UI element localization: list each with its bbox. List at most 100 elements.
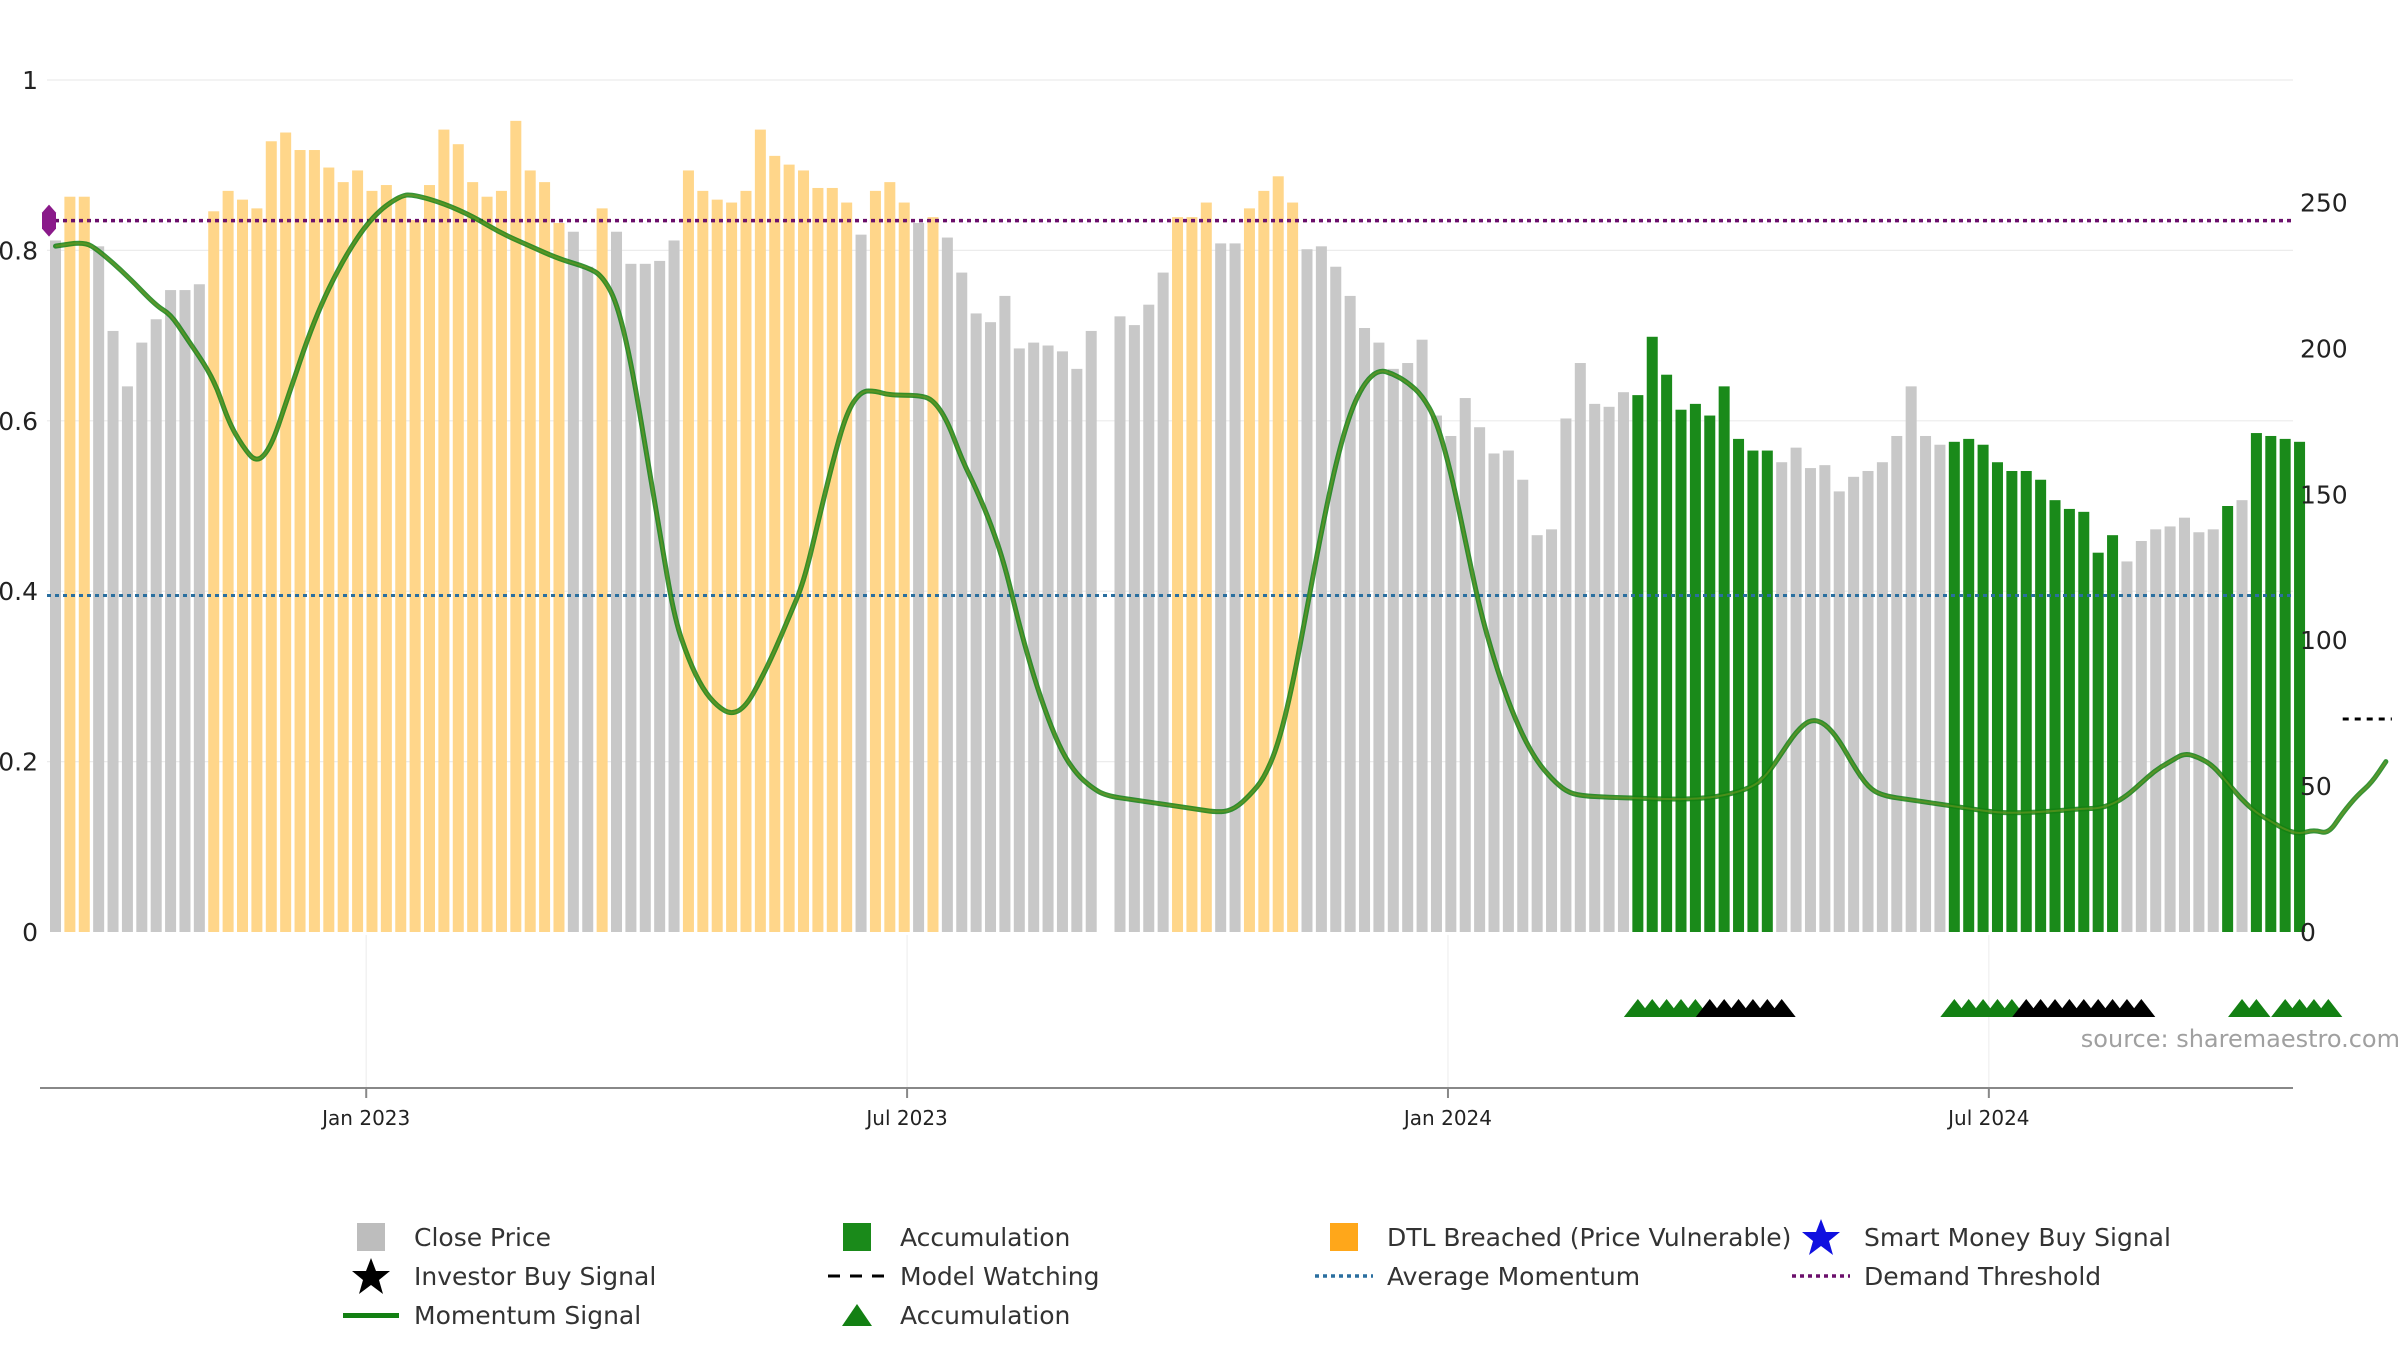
price-bar [1315,246,1327,932]
price-bar [1172,217,1184,933]
price-bar [2279,438,2291,932]
price-bar [999,295,1011,932]
price-bar [1071,368,1083,932]
price-bar [2294,441,2306,932]
price-bar [913,222,925,932]
price-bar [1977,444,1989,932]
price-bar [539,182,551,932]
price-bar [1761,450,1773,932]
price-bar [179,290,191,933]
x-axis-tick-label: Jul 2024 [1946,1106,2029,1130]
price-bar [1301,249,1313,932]
price-bar [1430,415,1442,932]
price-bar [1948,441,1960,932]
price-bar [237,199,249,933]
price-bar [1373,342,1385,932]
price-bar [438,129,450,933]
price-bar [1632,395,1644,932]
price-bar [927,217,939,933]
reference-lines [42,204,2293,597]
price-bar [524,170,536,933]
price-bar [265,141,277,932]
momentum-line [53,192,2389,836]
price-bar [1474,427,1486,932]
price-bar [1344,295,1356,932]
price-bar [884,182,896,932]
price-bar [783,164,795,932]
price-bar [2150,529,2162,932]
price-bar [2178,517,2190,932]
price-bar [1934,444,1946,932]
price-bar [1243,208,1255,933]
price-bar [1416,339,1428,932]
price-bar [1905,386,1917,932]
price-bar [956,272,968,933]
price-bar [1833,491,1845,932]
triangle-icon [1767,999,1796,1017]
price-bar [193,284,205,932]
left-axis-tick-label: 1 [22,66,38,95]
price-bar [1330,266,1342,932]
price-bar [352,170,364,933]
price-bar [78,196,90,932]
price-bar [855,234,867,933]
price-bar [985,322,997,932]
price-bar [1546,529,1558,932]
price-bar [2222,506,2234,932]
price-bar [1056,351,1068,932]
price-bar [1402,363,1414,932]
price-bar [2236,500,2248,932]
price-bar [1790,447,1802,932]
gridlines [47,79,2293,1088]
watermark: source: sharemaestro.com [2080,1025,2400,1053]
price-bar [654,260,666,932]
price-bar [726,202,738,932]
price-bar [1804,468,1816,932]
price-bar [93,246,105,932]
price-bar [2250,433,2262,932]
right-axis-tick-label: 100 [2300,626,2348,655]
price-bar [2135,541,2147,932]
accumulation-markers [1623,999,2343,1017]
price-bar [841,202,853,932]
price-bar [366,190,378,932]
price-bar [2265,435,2277,932]
price-bar [2063,508,2075,932]
right-axis-tick-label: 50 [2300,772,2332,801]
price-bar [1589,403,1601,932]
triangle-icon [2242,999,2271,1017]
price-bar [1128,325,1140,932]
right-axis-tick-label: 250 [2300,189,2348,218]
price-bar [2092,552,2104,932]
x-axis-tick-label: Jan 2024 [1402,1106,1492,1130]
price-bar [1848,476,1860,932]
price-bar [2078,511,2090,932]
left-axis-tick-label: 0.2 [0,748,38,777]
left-axis-tick-label: 0.8 [0,236,38,265]
left-axis-tick-label: 0.6 [0,407,38,436]
price-bar [1042,345,1054,933]
price-bar [1819,465,1831,932]
price-bar [1776,462,1788,932]
price-bar [395,196,407,932]
price-bar [1272,176,1284,933]
price-bar [625,263,637,933]
price-bar [1891,435,1903,932]
price-bar [1733,438,1745,932]
right-axis-tick-label: 0 [2300,918,2316,947]
price-bar [1143,304,1155,932]
price-bar [567,231,579,933]
price-bar [380,185,392,933]
price-bar [50,240,61,933]
price-bar [1157,272,1169,933]
price-bar [639,263,651,933]
price-bars [50,120,2306,933]
price-bar [1876,462,1888,932]
price-bar [1387,368,1399,932]
price-bar [64,196,76,932]
price-bar [136,342,148,932]
price-bar [107,330,119,932]
price-bar [898,202,910,932]
price-bar [452,144,464,933]
price-bar [769,155,781,932]
